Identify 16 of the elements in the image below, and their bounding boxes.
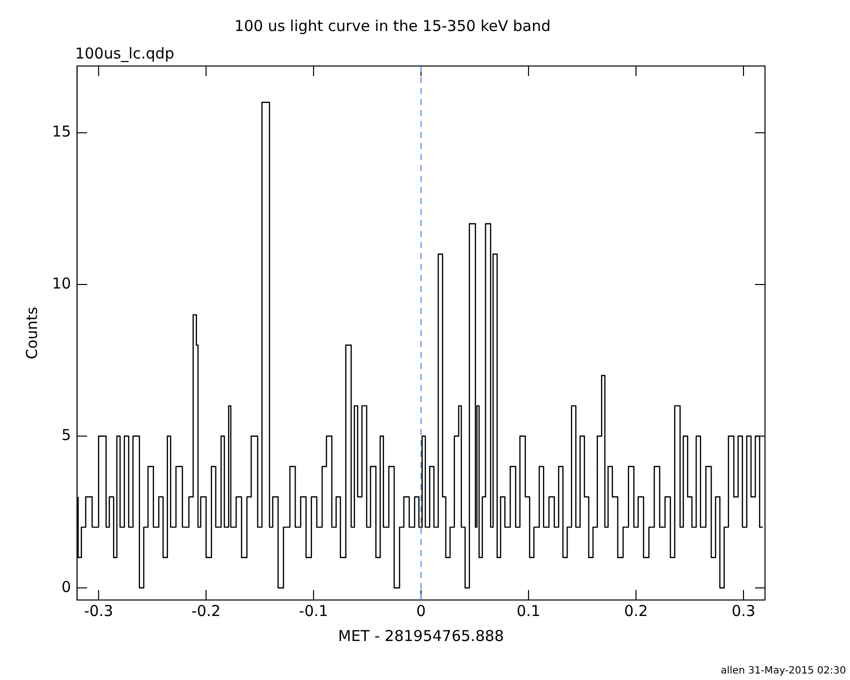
x-tick-label: 0.1: [516, 602, 540, 620]
y-tick-label: 0: [62, 578, 72, 596]
x-tick-label: -0.2: [191, 602, 221, 620]
x-tick-label: 0.2: [624, 602, 648, 620]
text: allen 31-May-2015 02:30: [720, 666, 846, 677]
y-axis-title: Counts: [22, 306, 41, 360]
x-axis-title: MET - 281954765.888: [338, 626, 504, 645]
x-tick-label: 0.3: [732, 602, 756, 620]
y-tick-label: 15: [52, 122, 72, 141]
y-tick-label: 10: [52, 274, 72, 292]
x-tick-label: -0.1: [298, 602, 328, 620]
x-tick-label: 0: [416, 602, 426, 620]
chart-title: 100 us light curve in the 15-350 keV band: [234, 16, 551, 35]
x-tick-label: -0.3: [84, 602, 114, 620]
text: 100us_lc.qdp: [75, 44, 174, 62]
y-tick-label: 5: [62, 426, 72, 444]
